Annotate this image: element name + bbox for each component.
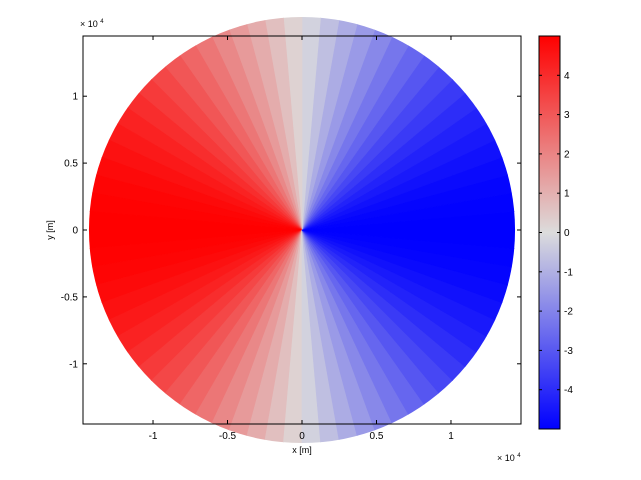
y-tick-label: 0 (72, 226, 78, 237)
y-scale-exponent: 4 (100, 19, 104, 25)
x-axis-label: x [m] (292, 445, 312, 455)
colorbar-ticks: 4 3 2 1 0 -1 -2 -3 -4 (539, 71, 573, 396)
x-tick-label: -1 (149, 431, 158, 442)
y-tick-label: 0.5 (64, 159, 78, 170)
x-tick-label: 0.5 (370, 431, 384, 442)
y-scale-base: × 10 (80, 19, 98, 29)
x-scale-note: × 10 4 (497, 453, 521, 463)
x-tick-label: 1 (448, 431, 454, 442)
field-disk (88, 16, 516, 444)
x-axis: -1 -0.5 0 0.5 1 (149, 36, 454, 442)
colorbar-tick-label: 4 (564, 71, 570, 82)
colorbar-tick-label: -4 (564, 385, 573, 396)
y-axis-label: y [m] (45, 220, 55, 240)
y-tick-label: -1 (69, 359, 78, 370)
colorbar-tick-label: 3 (564, 110, 570, 121)
x-tick-label: -0.5 (219, 431, 237, 442)
x-scale-base: × 10 (497, 453, 515, 463)
colorbar-tick-label: -3 (564, 346, 573, 357)
colorbar-tick-label: 1 (564, 189, 570, 200)
y-tick-label: 1 (72, 92, 78, 103)
y-scale-note: × 10 4 (80, 19, 104, 29)
colorbar (539, 36, 560, 429)
field-sector (301, 229, 516, 250)
x-scale-exponent: 4 (517, 453, 521, 459)
x-tick-label: 0 (299, 431, 305, 442)
colorbar-tick-label: 2 (564, 149, 570, 160)
colorbar-tick-label: 0 (564, 228, 570, 239)
y-axis: 1 0.5 0 -0.5 -1 (61, 92, 521, 370)
y-tick-label: -0.5 (61, 292, 79, 303)
colorbar-tick-label: -1 (564, 267, 573, 278)
colorbar-tick-label: -2 (564, 307, 573, 318)
